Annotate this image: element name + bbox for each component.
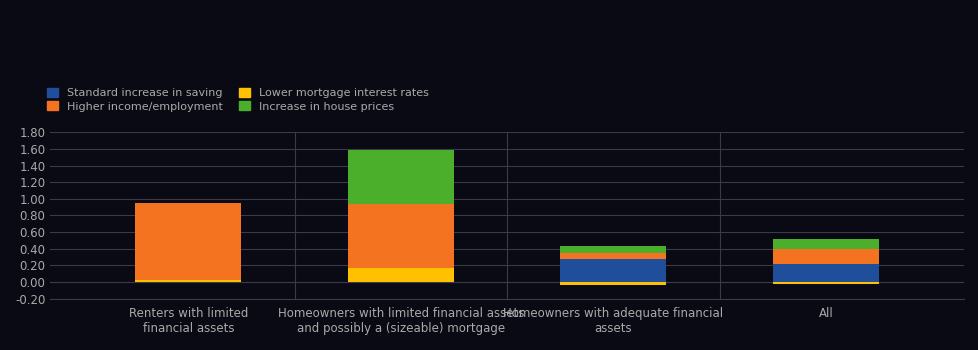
Bar	[772, 264, 878, 282]
Bar	[772, 282, 878, 284]
Bar	[347, 150, 454, 204]
Bar	[559, 246, 666, 253]
Bar	[135, 203, 242, 280]
Bar	[347, 268, 454, 282]
Bar	[347, 204, 454, 268]
Bar	[772, 249, 878, 264]
Bar	[559, 282, 666, 285]
Bar	[559, 253, 666, 259]
Bar	[772, 239, 878, 249]
Bar	[135, 280, 242, 282]
Bar	[559, 259, 666, 282]
Legend: Standard increase in saving, Higher income/employment, Lower mortgage interest r: Standard increase in saving, Higher inco…	[47, 88, 428, 112]
